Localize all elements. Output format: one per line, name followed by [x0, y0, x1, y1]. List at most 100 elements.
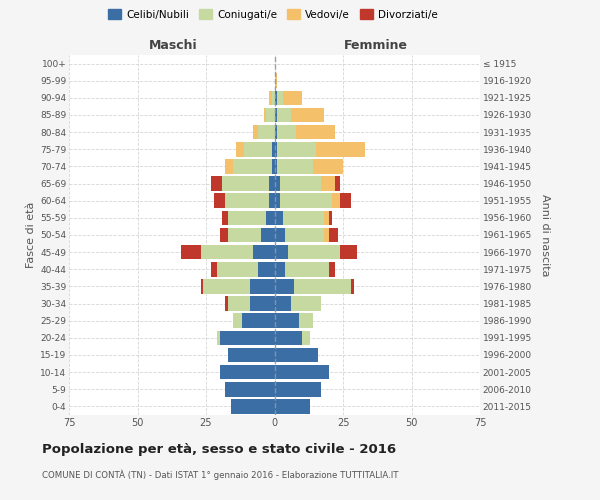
Bar	[316, 142, 365, 156]
Bar	[313, 159, 343, 174]
Bar	[275, 228, 286, 242]
Bar	[250, 296, 275, 311]
Bar	[275, 194, 280, 208]
Y-axis label: Fasce di età: Fasce di età	[26, 202, 36, 268]
Bar	[233, 314, 242, 328]
Bar	[272, 142, 275, 156]
Bar	[225, 296, 228, 311]
Bar	[340, 194, 351, 208]
Bar	[340, 245, 356, 260]
Bar	[258, 262, 275, 276]
Bar	[277, 159, 313, 174]
Bar	[329, 210, 332, 225]
Bar	[275, 399, 310, 413]
Bar	[228, 296, 250, 311]
Text: Maschi: Maschi	[149, 40, 197, 52]
Bar	[275, 262, 286, 276]
Text: Popolazione per età, sesso e stato civile - 2016: Popolazione per età, sesso e stato civil…	[42, 442, 396, 456]
Bar	[217, 262, 258, 276]
Bar	[244, 142, 272, 156]
Bar	[275, 90, 277, 105]
Legend: Celibi/Nubili, Coniugati/e, Vedovi/e, Divorziati/e: Celibi/Nubili, Coniugati/e, Vedovi/e, Di…	[104, 5, 442, 24]
Bar	[225, 382, 275, 396]
Bar	[275, 382, 321, 396]
Bar	[277, 108, 291, 122]
Bar	[283, 90, 302, 105]
Bar	[233, 159, 272, 174]
Text: COMUNE DI CONTÀ (TN) - Dati ISTAT 1° gennaio 2016 - Elaborazione TUTTITALIA.IT: COMUNE DI CONTÀ (TN) - Dati ISTAT 1° gen…	[42, 470, 398, 480]
Bar	[275, 176, 280, 191]
Bar	[277, 125, 296, 140]
Bar	[269, 90, 272, 105]
Bar	[220, 330, 275, 345]
Bar	[230, 399, 275, 413]
Bar	[228, 348, 275, 362]
Bar	[329, 262, 335, 276]
Bar	[242, 314, 275, 328]
Bar	[302, 330, 310, 345]
Bar	[280, 194, 332, 208]
Bar	[275, 314, 299, 328]
Bar	[220, 228, 228, 242]
Bar	[217, 330, 220, 345]
Bar	[214, 194, 225, 208]
Bar	[275, 125, 277, 140]
Bar	[200, 245, 253, 260]
Bar	[329, 228, 338, 242]
Bar	[269, 176, 275, 191]
Bar	[275, 108, 277, 122]
Bar	[263, 108, 266, 122]
Bar	[266, 210, 275, 225]
Bar	[181, 245, 200, 260]
Bar	[275, 296, 291, 311]
Bar	[261, 228, 275, 242]
Bar	[288, 245, 340, 260]
Bar	[203, 279, 250, 293]
Bar	[277, 142, 316, 156]
Bar	[200, 279, 203, 293]
Bar	[253, 245, 275, 260]
Bar	[286, 262, 329, 276]
Y-axis label: Anni di nascita: Anni di nascita	[541, 194, 550, 276]
Bar	[335, 176, 340, 191]
Bar	[291, 108, 324, 122]
Bar	[253, 125, 258, 140]
Bar	[223, 176, 269, 191]
Bar	[275, 279, 293, 293]
Bar	[225, 159, 233, 174]
Bar	[269, 194, 275, 208]
Bar	[275, 348, 319, 362]
Bar	[272, 90, 275, 105]
Bar	[275, 330, 302, 345]
Bar	[291, 296, 321, 311]
Bar	[296, 125, 335, 140]
Bar	[275, 245, 288, 260]
Bar	[272, 159, 275, 174]
Text: Femmine: Femmine	[344, 40, 408, 52]
Bar	[283, 210, 324, 225]
Bar	[228, 210, 266, 225]
Bar	[275, 159, 277, 174]
Bar	[293, 279, 351, 293]
Bar	[275, 210, 283, 225]
Bar	[299, 314, 313, 328]
Bar	[275, 74, 277, 88]
Bar	[228, 228, 261, 242]
Bar	[332, 194, 340, 208]
Bar	[236, 142, 244, 156]
Bar	[258, 125, 275, 140]
Bar	[223, 210, 228, 225]
Bar	[351, 279, 354, 293]
Bar	[275, 142, 277, 156]
Bar	[324, 210, 329, 225]
Bar	[321, 176, 335, 191]
Bar	[275, 365, 329, 380]
Bar	[324, 228, 329, 242]
Bar	[211, 176, 223, 191]
Bar	[277, 90, 283, 105]
Bar	[266, 108, 275, 122]
Bar	[225, 194, 269, 208]
Bar	[220, 365, 275, 380]
Bar	[250, 279, 275, 293]
Bar	[211, 262, 217, 276]
